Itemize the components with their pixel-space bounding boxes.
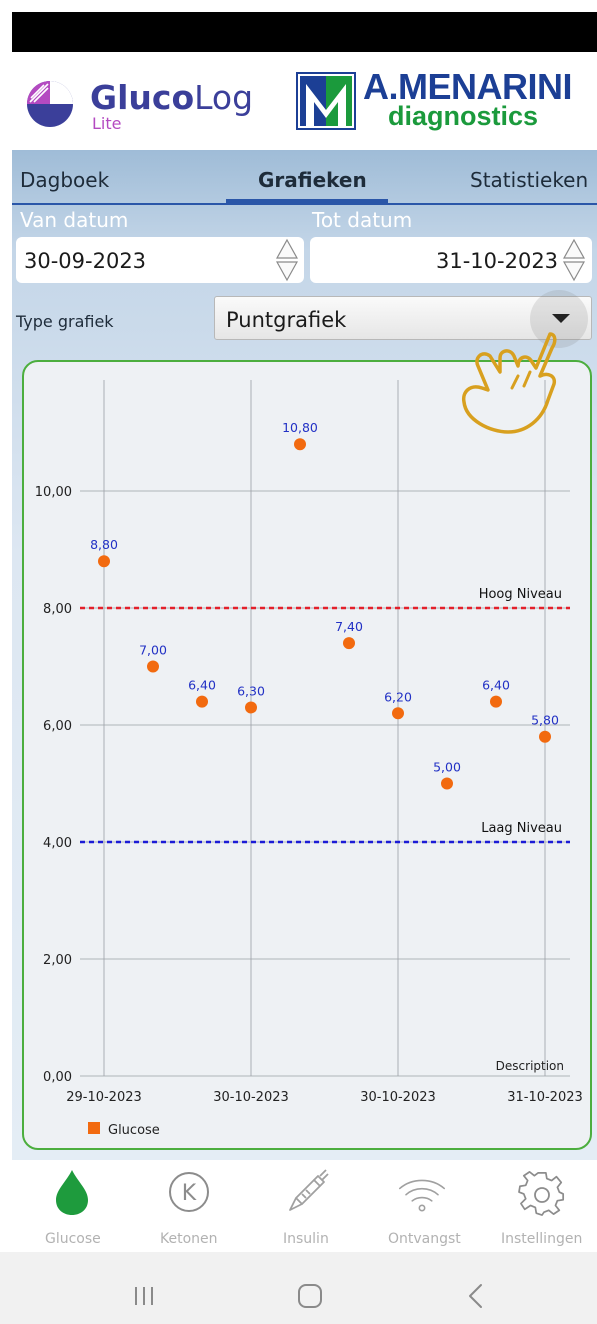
type-grafiek-label: Type grafiek xyxy=(16,312,114,331)
data-point xyxy=(539,730,551,743)
data-label: 6,20 xyxy=(384,689,412,704)
home-icon[interactable] xyxy=(297,1283,323,1309)
data-label: 7,00 xyxy=(139,643,167,658)
x-tick-label: 30-10-2023 xyxy=(360,1090,436,1105)
data-point xyxy=(245,701,257,714)
y-tick-label: 4,00 xyxy=(43,836,72,851)
data-point xyxy=(343,637,355,650)
data-label: 7,40 xyxy=(335,619,363,634)
active-tab-indicator xyxy=(226,199,388,204)
data-label: 6,40 xyxy=(482,678,510,693)
top-frame xyxy=(0,0,597,12)
chart-type-value: Puntgrafiek xyxy=(226,308,347,332)
nav-insulin-label[interactable]: Insulin xyxy=(283,1231,329,1247)
status-bar xyxy=(12,12,597,52)
chart-type-select[interactable] xyxy=(214,296,592,340)
syringe-icon[interactable] xyxy=(284,1168,332,1216)
tot-datum-spinner-icon[interactable] xyxy=(563,238,585,282)
gear-icon[interactable] xyxy=(518,1170,566,1218)
app-name-bold: Gluco xyxy=(90,78,195,117)
drop-icon[interactable] xyxy=(48,1168,96,1216)
nav-ontvangst-label[interactable]: Ontvangst xyxy=(388,1231,461,1247)
system-navigation-bar xyxy=(0,1252,597,1324)
x-axis-label: Description xyxy=(496,1059,564,1073)
data-label: 5,00 xyxy=(433,760,461,775)
x-tick-label: 31-10-2023 xyxy=(507,1090,583,1105)
van-datum-field[interactable] xyxy=(16,237,304,283)
y-tick-label: 0,00 xyxy=(43,1070,72,1085)
nav-instellingen-label[interactable]: Instellingen xyxy=(501,1231,583,1247)
bottom-navigation xyxy=(12,1160,597,1252)
legend-label: Glucose xyxy=(108,1123,160,1138)
tab-statistieken[interactable]: Statistieken xyxy=(470,168,589,192)
back-icon[interactable] xyxy=(466,1283,486,1309)
van-datum-label: Van datum xyxy=(20,208,129,232)
van-datum-spinner-icon[interactable] xyxy=(276,238,298,282)
app-sub-label: Lite xyxy=(92,114,122,133)
brand-name: A.MENARINI xyxy=(363,66,573,107)
reference-line-label: Laag Niveau xyxy=(481,821,562,836)
app-name-light: Log xyxy=(194,78,254,117)
tot-datum-value: 31-10-2023 xyxy=(436,249,559,273)
legend-swatch xyxy=(88,1122,100,1134)
y-tick-label: 10,00 xyxy=(35,485,72,500)
app-name: GlucoLog xyxy=(90,78,253,117)
van-datum-value: 30-09-2023 xyxy=(24,249,147,273)
nav-glucose-label[interactable]: Glucose xyxy=(45,1231,101,1247)
svg-text:K: K xyxy=(182,1181,197,1206)
data-point xyxy=(196,695,208,708)
data-label: 6,40 xyxy=(188,678,216,693)
recent-apps-icon[interactable] xyxy=(132,1284,156,1308)
data-label: 8,80 xyxy=(90,537,118,552)
chevron-down-icon[interactable] xyxy=(552,314,570,323)
data-point xyxy=(98,555,110,568)
data-point xyxy=(392,707,404,720)
menarini-logo-icon xyxy=(296,72,356,130)
nav-ketonen-label[interactable]: Ketonen xyxy=(160,1231,218,1247)
tot-datum-label: Tot datum xyxy=(312,208,413,232)
data-point xyxy=(294,438,306,451)
tap-hand-icon xyxy=(461,332,557,434)
data-point xyxy=(441,777,453,790)
reference-line-label: Hoog Niveau xyxy=(479,587,562,602)
chart-panel xyxy=(22,360,592,1150)
glucose-chart: 0,00 2,00 4,00 6,00 8,00 10,00 29-10-2023 30-10… xyxy=(35,380,583,1138)
data-label: 5,80 xyxy=(531,713,559,728)
tab-grafieken[interactable]: Grafieken xyxy=(258,168,367,192)
tot-datum-field[interactable] xyxy=(310,237,592,283)
x-tick-label: 29-10-2023 xyxy=(66,1090,142,1105)
wifi-icon[interactable] xyxy=(398,1168,446,1216)
y-tick-label: 6,00 xyxy=(43,719,72,734)
brand-sub: diagnostics xyxy=(388,101,539,131)
y-tick-label: 2,00 xyxy=(43,953,72,968)
tab-divider xyxy=(12,203,597,205)
glucolog-logo-icon xyxy=(27,81,73,127)
ketone-icon[interactable]: K xyxy=(165,1168,213,1216)
tab-dagboek[interactable]: Dagboek xyxy=(20,168,110,192)
y-tick-label: 8,00 xyxy=(43,602,72,617)
data-label: 10,80 xyxy=(282,420,318,435)
data-point xyxy=(490,695,502,708)
x-tick-label: 30-10-2023 xyxy=(213,1090,289,1105)
data-point xyxy=(147,660,159,673)
data-label: 6,30 xyxy=(237,683,265,698)
